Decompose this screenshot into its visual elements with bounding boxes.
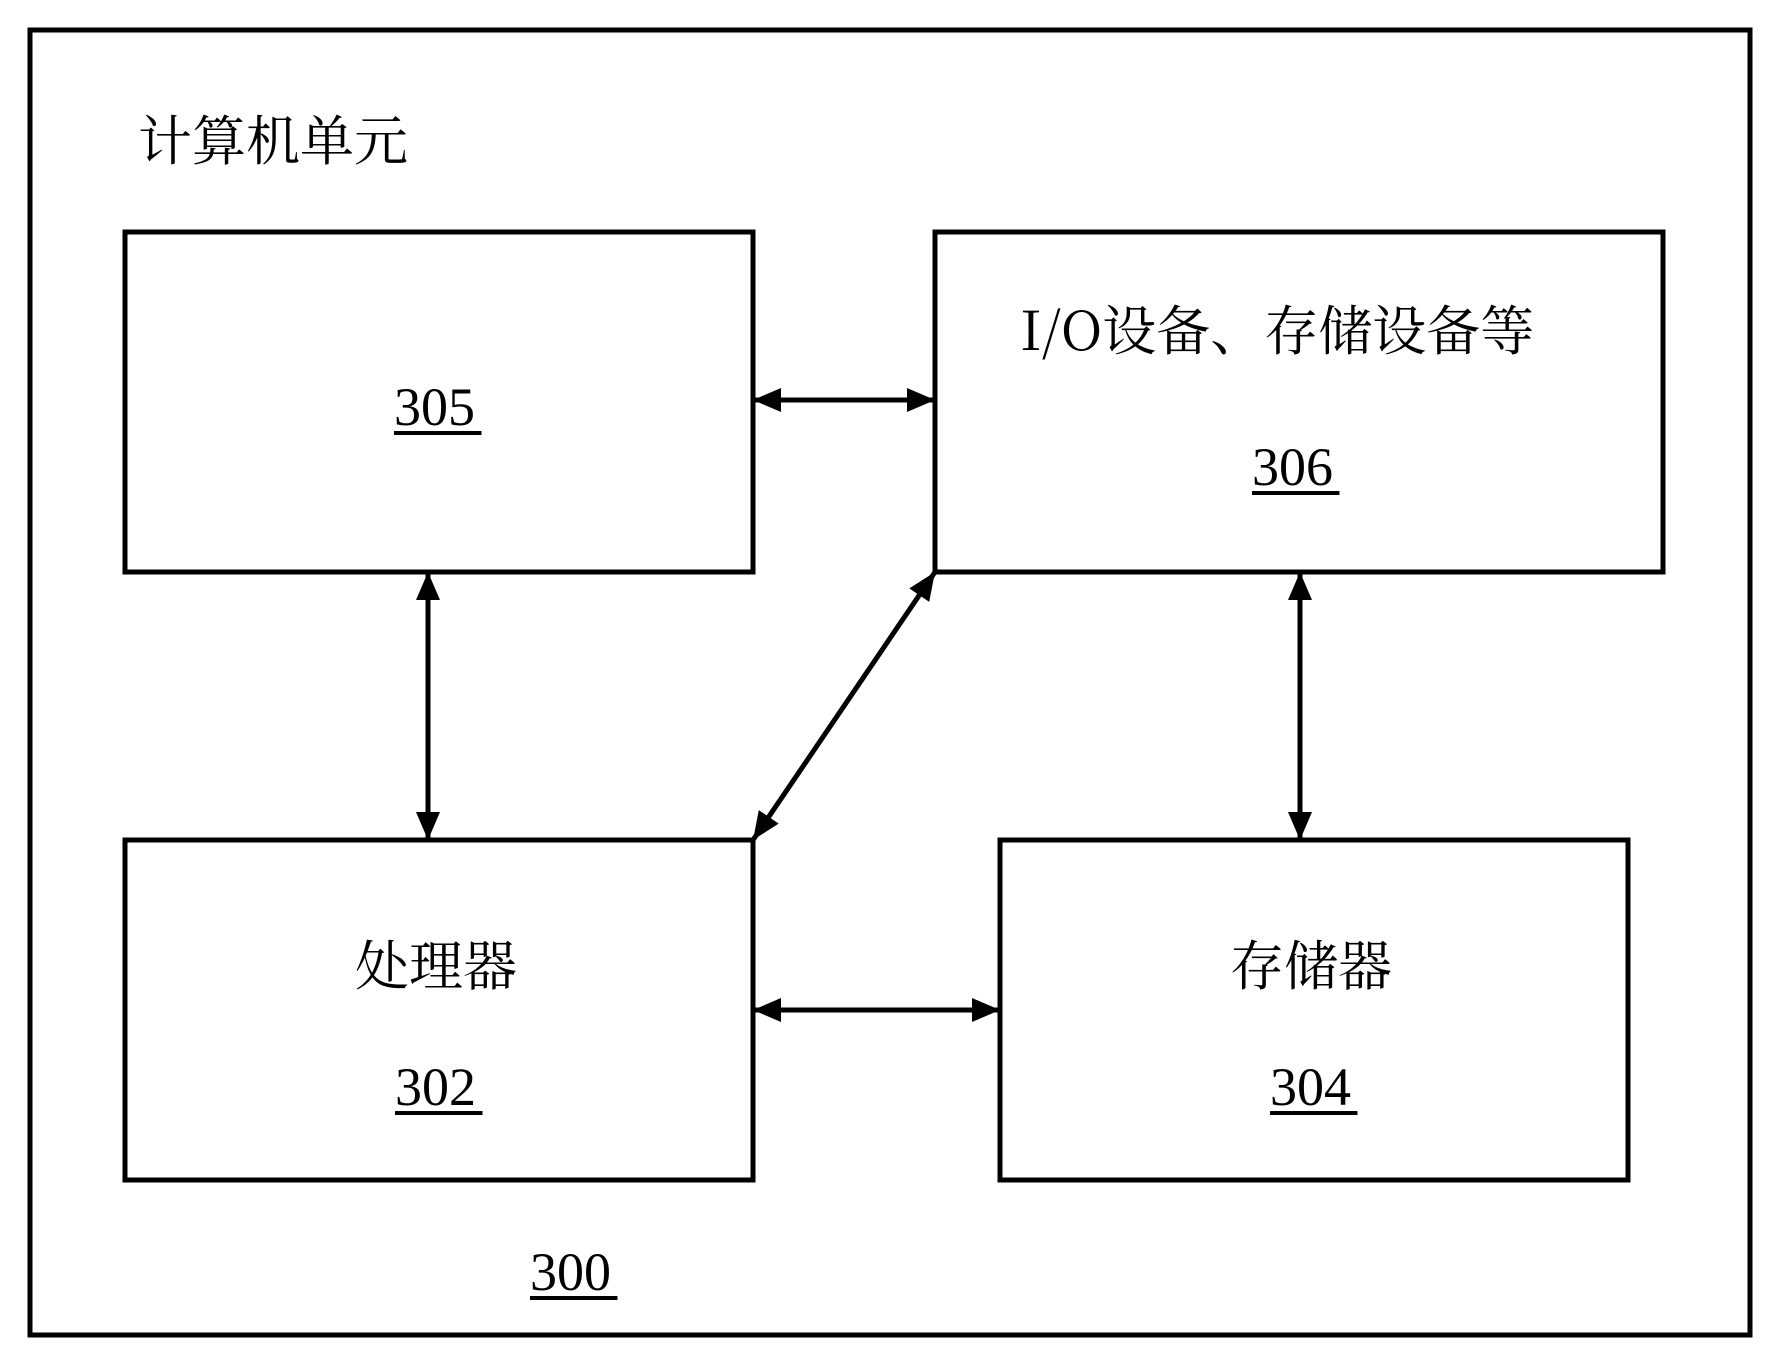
node-n306: I/O设备、存储设备等 306 (935, 232, 1663, 572)
diagram-title: 计算机单元 (138, 99, 408, 176)
node-box-n306 (935, 232, 1663, 572)
node-box-n304 (1000, 840, 1628, 1180)
node-n305: 305 (125, 232, 753, 572)
node-number-n305: 305 (394, 377, 475, 437)
node-box-n302 (125, 840, 753, 1180)
diagram-canvas: 计算机单元 305 I/O设备、存储设备等 306 处理器 302 存储器 304 300 (0, 0, 1779, 1365)
node-n304: 存储器 304 (1000, 840, 1628, 1180)
node-number-n306: 306 (1252, 437, 1333, 497)
unit-number: 300 (530, 1242, 611, 1302)
node-title-n302: 处理器 (355, 924, 517, 1001)
node-title-n304: 存储器 (1230, 924, 1392, 1001)
node-n302: 处理器 302 (125, 840, 753, 1180)
node-number-n302: 302 (395, 1057, 476, 1117)
node-title-n306: I/O设备、存储设备等 (1020, 289, 1534, 366)
node-number-n304: 304 (1270, 1057, 1351, 1117)
